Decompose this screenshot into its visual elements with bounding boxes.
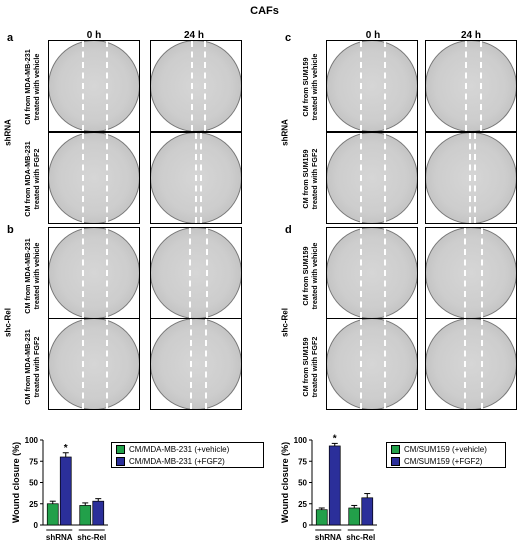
row-label-a2-line1: CM from MDA-MB-231	[23, 141, 32, 217]
group-label-b: shc-Rel	[3, 308, 13, 337]
wound-closure-chart-sum159: Wound closure (%) 0 25 50 75 100 shRNA shc-Rel *	[280, 433, 377, 542]
bar	[46, 503, 59, 526]
row-label-a2: CM from MDA-MB-231 treated with FGF2	[23, 134, 41, 224]
scratch-image	[326, 40, 418, 132]
group-label-a: shRNA	[3, 119, 13, 146]
scratch-image	[150, 227, 242, 319]
scratch-image	[150, 318, 242, 410]
x-tick-label: shRNA	[315, 533, 342, 542]
row-label-b2: CM from MDA-MB-231 treated with FGF2	[23, 322, 41, 412]
scratch-image	[326, 318, 418, 410]
panel-letter-c: c	[285, 32, 292, 44]
panel-letter-b: b	[7, 224, 14, 236]
legend-swatch-vehicle	[391, 444, 400, 454]
bar	[92, 500, 105, 526]
row-label-b2-line2: treated with FGF2	[32, 336, 41, 398]
row-label-c1: CM from SUM159 treated with vehicle	[301, 42, 319, 132]
y-tick-label: 50	[29, 479, 38, 488]
scratch-image	[150, 132, 242, 224]
y-axis-label: Wound closure (%)	[11, 442, 21, 523]
row-label-b1-line1: CM from MDA-MB-231	[23, 238, 32, 314]
row-label-c2: CM from SUM159 treated with FGF2	[301, 134, 319, 224]
y-tick-label: 0	[303, 521, 308, 530]
row-label-b1-line2: treated with vehicle	[32, 242, 41, 310]
figure-title: CAFs	[250, 5, 279, 17]
row-label-b1: CM from MDA-MB-231 treated with vehicle	[23, 231, 41, 321]
scratch-image	[48, 318, 140, 410]
time-header-0h-right: 0 h	[365, 30, 381, 41]
time-header-24h-left: 24 h	[183, 30, 204, 41]
legend-item-vehicle: CM/SUM159 (+vehicle)	[387, 443, 505, 455]
scratch-image	[48, 227, 140, 319]
y-tick-label: 50	[298, 479, 307, 488]
scratch-image	[425, 132, 517, 224]
x-tick-label: shc-Rel	[346, 533, 375, 542]
row-label-a1: CM from MDA-MB-231 treated with vehicle	[23, 42, 41, 132]
row-label-c1-line1: CM from SUM159	[301, 57, 310, 117]
row-label-d1-line1: CM from SUM159	[301, 246, 310, 306]
row-label-d2-line2: treated with FGF2	[310, 336, 319, 398]
row-label-b2-line1: CM from MDA-MB-231	[23, 329, 32, 405]
legend-label: CM/MDA-MB-231 (+FGF2)	[129, 456, 225, 466]
group-label-c: shRNA	[280, 119, 290, 146]
legend-swatch-fgf2	[116, 456, 125, 466]
time-header-0h-left: 0 h	[86, 30, 102, 41]
bar	[79, 505, 92, 526]
bar	[315, 509, 328, 526]
panel-letter-a: a	[7, 32, 14, 44]
significance-marker: *	[333, 433, 337, 444]
bar	[328, 445, 341, 526]
legend-label: CM/MDA-MB-231 (+vehicle)	[129, 444, 230, 454]
y-tick-label: 75	[298, 457, 307, 466]
legend-sum159: CM/SUM159 (+vehicle) CM/SUM159 (+FGF2)	[386, 442, 506, 468]
legend-item-vehicle: CM/MDA-MB-231 (+vehicle)	[112, 443, 263, 455]
time-header-24h-right: 24 h	[460, 30, 481, 41]
y-axis-label: Wound closure (%)	[280, 442, 290, 523]
row-label-d2-line1: CM from SUM159	[301, 337, 310, 397]
scratch-image	[326, 227, 418, 319]
legend-label: CM/SUM159 (+vehicle)	[404, 444, 487, 454]
row-label-c2-line1: CM from SUM159	[301, 149, 310, 209]
legend-swatch-fgf2	[391, 456, 400, 466]
row-label-c2-line2: treated with FGF2	[310, 148, 319, 210]
significance-marker: *	[64, 443, 68, 454]
scratch-image	[48, 40, 140, 132]
y-tick-label: 100	[25, 436, 39, 445]
x-tick-label: shc-Rel	[77, 533, 106, 542]
scratch-image	[425, 318, 517, 410]
legend-swatch-vehicle	[116, 444, 125, 454]
y-tick-label: 0	[34, 521, 39, 530]
y-tick-label: 25	[29, 500, 38, 509]
row-label-c1-line2: treated with vehicle	[310, 53, 319, 121]
x-tick-label: shRNA	[46, 533, 73, 542]
row-label-d1: CM from SUM159 treated with vehicle	[301, 231, 319, 321]
group-label-d: shc-Rel	[280, 308, 290, 337]
bar	[59, 456, 72, 526]
wound-closure-chart-mda: Wound closure (%) 0 25 50 75 100 shRNA shc-Rel *	[11, 436, 108, 542]
scratch-image	[326, 132, 418, 224]
legend-item-fgf2: CM/MDA-MB-231 (+FGF2)	[112, 455, 263, 467]
scratch-image	[150, 40, 242, 132]
row-label-d1-line2: treated with vehicle	[310, 242, 319, 310]
row-label-a1-line1: CM from MDA-MB-231	[23, 49, 32, 125]
legend-mda: CM/MDA-MB-231 (+vehicle) CM/MDA-MB-231 (…	[111, 442, 264, 468]
scratch-image	[48, 132, 140, 224]
y-tick-label: 75	[29, 457, 38, 466]
panel-letter-d: d	[285, 224, 292, 236]
row-label-a2-line2: treated with FGF2	[32, 148, 41, 210]
y-tick-label: 25	[298, 500, 307, 509]
scratch-image	[425, 40, 517, 132]
bar	[348, 507, 361, 526]
bar	[361, 497, 374, 526]
scratch-image	[425, 227, 517, 319]
legend-label: CM/SUM159 (+FGF2)	[404, 456, 483, 466]
legend-item-fgf2: CM/SUM159 (+FGF2)	[387, 455, 505, 467]
y-tick-label: 100	[294, 436, 308, 445]
row-label-d2: CM from SUM159 treated with FGF2	[301, 322, 319, 412]
row-label-a1-line2: treated with vehicle	[32, 53, 41, 121]
